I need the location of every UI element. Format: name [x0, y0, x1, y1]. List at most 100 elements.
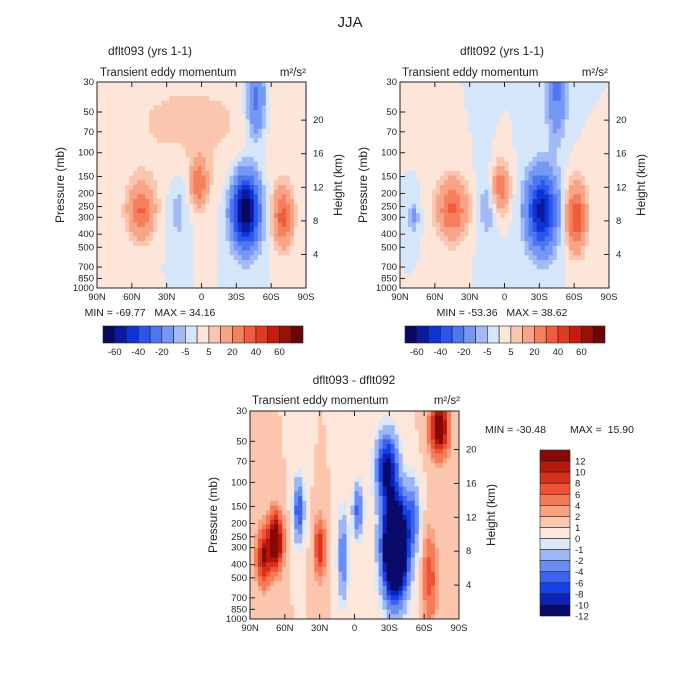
field-cell	[588, 175, 594, 181]
field-cell	[568, 231, 574, 238]
field-cell	[584, 255, 590, 261]
field-cell	[185, 166, 191, 172]
field-cell	[117, 227, 122, 233]
field-cell	[121, 86, 126, 92]
field-cell	[302, 425, 307, 431]
field-cell	[245, 128, 251, 135]
field-cell	[592, 119, 598, 125]
field-cell	[113, 170, 118, 177]
field-cell	[261, 273, 267, 280]
field-cell	[205, 156, 211, 163]
field-cell	[584, 180, 590, 186]
field-cell	[197, 245, 203, 252]
field-cell	[496, 86, 502, 92]
field-cell	[113, 283, 118, 288]
field-cell	[297, 170, 303, 177]
field-cell	[245, 222, 251, 228]
field-cell	[97, 91, 102, 97]
field-cell	[109, 96, 114, 102]
field-cell	[496, 283, 502, 288]
field-cell	[165, 91, 170, 97]
field-cell	[420, 166, 425, 172]
field-cell	[185, 217, 191, 224]
field-cell	[229, 199, 235, 205]
field-cell	[472, 255, 477, 261]
field-cell	[432, 105, 437, 111]
field-cell	[536, 175, 542, 181]
field-cell	[600, 245, 606, 252]
field-cell	[440, 283, 445, 288]
field-cell	[528, 222, 534, 228]
field-cell	[281, 96, 287, 102]
field-cell	[516, 161, 522, 167]
field-cell	[362, 415, 368, 422]
field-cell	[250, 425, 255, 431]
field-cell	[125, 156, 130, 163]
field-cell	[258, 420, 263, 426]
field-cell	[424, 259, 429, 266]
field-cell	[448, 133, 453, 139]
field-cell	[564, 227, 570, 233]
field-cell	[121, 241, 126, 247]
field-cell	[149, 147, 154, 153]
field-cell	[600, 138, 606, 144]
field-cell	[468, 156, 473, 163]
field-cell	[556, 105, 562, 111]
field-cell	[141, 259, 146, 266]
field-cell	[468, 82, 473, 88]
field-cell	[113, 203, 118, 210]
field-cell	[460, 124, 465, 130]
field-cell	[532, 142, 538, 149]
field-cell	[432, 273, 437, 280]
field-cell	[488, 82, 494, 88]
field-cell	[330, 415, 335, 422]
field-cell	[444, 138, 449, 144]
field-cell	[460, 203, 465, 210]
panel-dflt093: dflt093 (yrs 1-1) Transient eddy momentu…	[53, 44, 345, 358]
field-cell	[133, 142, 138, 149]
field-cell	[452, 110, 457, 116]
field-cell	[580, 222, 586, 228]
field-cell	[576, 278, 582, 284]
field-cell	[281, 241, 287, 247]
field-cell	[217, 208, 223, 214]
field-cell	[217, 231, 223, 238]
field-cell	[524, 250, 530, 256]
field-cell	[528, 189, 534, 195]
field-cell	[285, 259, 291, 266]
field-cell	[109, 114, 114, 121]
field-cell	[153, 96, 158, 102]
field-cell	[113, 100, 118, 107]
field-cell	[532, 147, 538, 153]
field-cell	[484, 227, 490, 233]
field-cell	[408, 133, 413, 139]
field-cell	[121, 124, 126, 130]
field-cell	[301, 269, 306, 275]
field-cell	[596, 194, 602, 200]
field-cell	[468, 264, 473, 270]
field-cell	[302, 420, 307, 426]
field-cell	[460, 133, 465, 139]
field-cell	[213, 86, 219, 92]
field-cell	[528, 142, 534, 149]
field-cell	[153, 245, 158, 252]
field-cell	[297, 217, 303, 224]
field-cell	[165, 180, 170, 186]
field-cell	[548, 189, 554, 195]
field-cell	[418, 425, 424, 431]
field-cell	[149, 156, 154, 163]
y-tick-label: 700	[78, 262, 94, 273]
field-cell	[492, 91, 498, 97]
field-cell	[177, 105, 182, 111]
field-cell	[532, 283, 538, 288]
field-cell	[221, 152, 227, 158]
field-cell	[512, 91, 518, 97]
field-cell	[141, 264, 146, 270]
field-cell	[97, 86, 102, 92]
field-cell	[261, 170, 267, 177]
field-cell	[306, 425, 311, 431]
field-cell	[436, 152, 441, 158]
field-cell	[460, 147, 465, 153]
field-cell	[544, 166, 550, 172]
field-cell	[233, 227, 239, 233]
